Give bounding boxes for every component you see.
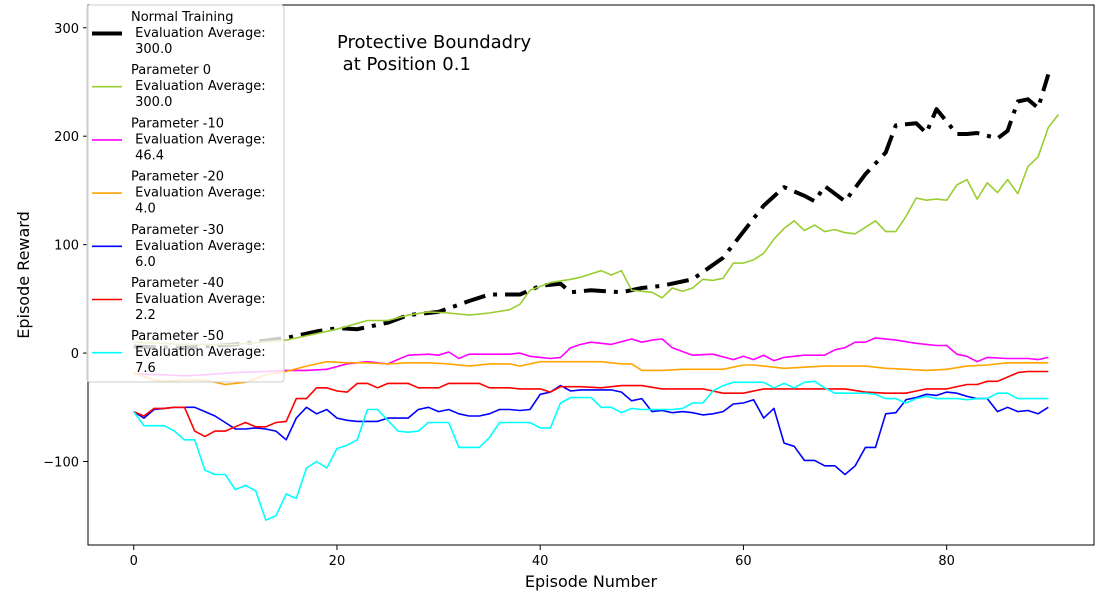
legend-label-line: Evaluation Average: — [131, 186, 266, 201]
legend-label-line: Parameter 0 — [131, 63, 211, 78]
legend-label-line: Parameter -40 — [131, 276, 224, 291]
legend-label-2: Parameter -10 Evaluation Average: 46.4 — [131, 116, 266, 163]
x-tick-label: 20 — [329, 554, 346, 569]
y-tick-label: 100 — [54, 239, 79, 254]
y-tick-label: 0 — [71, 347, 79, 362]
annotation-line: at Position 0.1 — [337, 54, 471, 75]
legend-label-line: Parameter -30 — [131, 223, 224, 238]
annotation-text: Protective Boundadry at Position 0.1 — [337, 32, 532, 75]
x-tick-label: 40 — [532, 554, 549, 569]
legend-label-line: Evaluation Average: — [131, 26, 266, 41]
legend-label-6: Parameter -50 Evaluation Average: 7.6 — [131, 329, 266, 376]
legend-label-line: Parameter -10 — [131, 116, 224, 131]
legend-label-line: Evaluation Average: — [131, 345, 266, 360]
legend-label-line: 300.0 — [131, 95, 172, 110]
legend-label-0: Normal Training Evaluation Average: 300.… — [131, 10, 266, 57]
annotation-line: Protective Boundadry — [337, 32, 532, 53]
legend-label-line: Evaluation Average: — [131, 132, 266, 147]
legend-label-5: Parameter -40 Evaluation Average: 2.2 — [131, 276, 266, 323]
y-tick-label: −100 — [43, 456, 79, 471]
legend-label-line: 300.0 — [131, 42, 172, 57]
legend-label-3: Parameter -20 Evaluation Average: 4.0 — [131, 170, 266, 217]
series-line-1 — [133, 114, 1060, 346]
y-axis: −100 0 100 200 300 — [43, 22, 88, 471]
legend-label-line: 7.6 — [131, 361, 156, 376]
legend-label-4: Parameter -30 Evaluation Average: 6.0 — [131, 223, 266, 270]
legend-label-line: Evaluation Average: — [131, 79, 266, 94]
legend-label-1: Parameter 0 Evaluation Average: 300.0 — [131, 63, 266, 110]
x-tick-label: 0 — [130, 554, 138, 569]
x-axis: 0 20 40 60 80 — [130, 545, 955, 569]
series-line-3 — [133, 360, 1049, 386]
y-tick-label: 300 — [54, 22, 79, 37]
legend: Normal Training Evaluation Average: 300.… — [86, 4, 285, 383]
series-line-4 — [133, 384, 1049, 476]
legend-box — [86, 4, 285, 383]
x-tick-label: 80 — [938, 554, 955, 569]
legend-label-line: 46.4 — [131, 148, 164, 163]
y-tick-label: 200 — [54, 130, 79, 145]
chart-annotation: Protective Boundadry at Position 0.1 — [337, 32, 532, 75]
series-line-6 — [133, 380, 1049, 521]
series-line-5 — [133, 370, 1049, 438]
x-tick-label: 60 — [735, 554, 752, 569]
legend-label-line: 6.0 — [131, 255, 156, 270]
legend-label-line: Evaluation Average: — [131, 292, 266, 307]
series-layer — [133, 73, 1060, 521]
legend-label-line: Parameter -50 — [131, 329, 224, 344]
legend-label-line: Evaluation Average: — [131, 239, 266, 254]
x-axis-title: Episode Number — [525, 572, 658, 591]
legend-label-line: 4.0 — [131, 202, 156, 217]
legend-label-line: Parameter -20 — [131, 170, 224, 185]
y-axis-title: Episode Reward — [14, 211, 33, 339]
series-line-2 — [133, 337, 1049, 377]
series-line-0 — [133, 73, 1051, 350]
legend-label-line: 2.2 — [131, 308, 156, 323]
legend-label-line: Normal Training — [131, 10, 233, 25]
